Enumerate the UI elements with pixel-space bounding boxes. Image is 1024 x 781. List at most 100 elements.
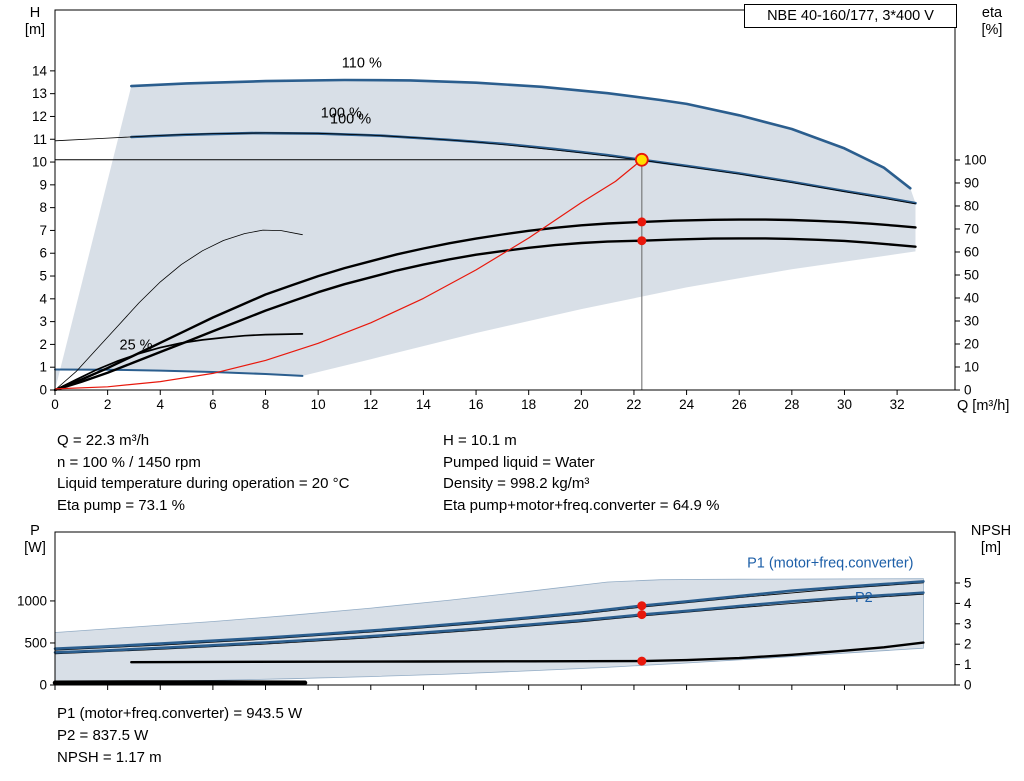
duty-info-left-column: Q = 22.3 m³/h n = 100 % / 1450 rpm Liqui… bbox=[57, 430, 349, 516]
svg-text:14: 14 bbox=[32, 63, 48, 78]
svg-text:28: 28 bbox=[784, 397, 799, 412]
power-left-axis: 0 500 1000 bbox=[17, 593, 55, 693]
npsh-axis-header: NPSH [m] bbox=[960, 523, 1022, 557]
duty-point-p1 bbox=[637, 601, 647, 611]
svg-text:8: 8 bbox=[262, 397, 270, 412]
eta-axis-header: eta [%] bbox=[964, 5, 1020, 39]
svg-text:3: 3 bbox=[964, 616, 972, 631]
eta-axis-symbol: eta bbox=[981, 5, 1003, 21]
npsh-axis-symbol: NPSH bbox=[970, 523, 1012, 539]
svg-text:18: 18 bbox=[521, 397, 536, 412]
power-npsh-chart[interactable]: 0 500 1000 0 1 2 3 4 5 P1 (motor+freq.converter) P… bbox=[0, 520, 1024, 705]
svg-text:4: 4 bbox=[964, 596, 972, 611]
svg-text:500: 500 bbox=[24, 635, 47, 650]
svg-text:5: 5 bbox=[39, 269, 47, 284]
duty-info-right-column: H = 10.1 m Pumped liquid = Water Density… bbox=[443, 430, 719, 516]
duty-point-eta-pump bbox=[637, 217, 647, 227]
svg-text:70: 70 bbox=[964, 221, 979, 236]
svg-text:7: 7 bbox=[39, 223, 47, 238]
npsh-axis-unit: [m] bbox=[980, 540, 1002, 556]
svg-text:20: 20 bbox=[574, 397, 589, 412]
curve-speed-110 bbox=[130, 78, 912, 190]
info-liquid-temperature: Liquid temperature during operation = 20… bbox=[57, 475, 350, 492]
power-x-axis bbox=[54, 685, 898, 690]
info-pumped-liquid: Pumped liquid = Water bbox=[443, 453, 595, 471]
svg-text:40: 40 bbox=[964, 290, 979, 305]
power-plot-frame bbox=[54, 531, 956, 686]
info-p1: P1 (motor+freq.converter) = 943.5 W bbox=[57, 705, 303, 722]
label-100-percent-a: 100 % bbox=[321, 106, 362, 122]
svg-text:24: 24 bbox=[679, 397, 695, 412]
curve-speed-100-thin bbox=[54, 132, 916, 205]
label-100-percent-b: 100 % bbox=[330, 111, 371, 127]
duty-point-npsh bbox=[637, 656, 647, 666]
eta-axis-unit: [%] bbox=[981, 22, 1003, 38]
duty-point-eta-total bbox=[637, 236, 647, 246]
svg-text:32: 32 bbox=[890, 397, 905, 412]
svg-text:5: 5 bbox=[964, 576, 972, 591]
svg-text:4: 4 bbox=[157, 397, 165, 412]
svg-text:12: 12 bbox=[32, 109, 47, 124]
svg-text:6: 6 bbox=[209, 397, 217, 412]
h-axis-header: H [m] bbox=[14, 5, 56, 39]
curve-speed-25-curve bbox=[54, 333, 304, 391]
info-flow: Q = 22.3 m³/h bbox=[57, 432, 150, 449]
curve-eta-pump-motor-converter bbox=[53, 237, 917, 392]
power-info-column: P1 (motor+freq.converter) = 943.5 W P2 =… bbox=[57, 703, 302, 769]
curve-eta-100-thin bbox=[54, 229, 303, 391]
qh-plot-frame bbox=[54, 9, 956, 391]
svg-text:30: 30 bbox=[964, 313, 979, 328]
svg-text:26: 26 bbox=[732, 397, 747, 412]
label-p2: P2 bbox=[855, 590, 873, 606]
info-npsh: NPSH = 1.17 m bbox=[57, 749, 162, 766]
svg-text:10: 10 bbox=[964, 359, 979, 374]
curve-p1-motor-freq-converter bbox=[53, 580, 925, 650]
qh-x-axis: 0 2 4 6 8 10 12 14 16 18 20 22 24 26 28 30 32 bbox=[51, 390, 905, 412]
operating-envelope bbox=[55, 80, 916, 390]
curve-eta-pump bbox=[53, 218, 917, 392]
info-p2: P2 = 837.5 W bbox=[57, 727, 149, 744]
svg-text:20: 20 bbox=[964, 336, 979, 351]
svg-text:13: 13 bbox=[32, 86, 47, 101]
svg-text:9: 9 bbox=[39, 177, 47, 192]
svg-text:2: 2 bbox=[964, 637, 972, 652]
q-axis-label: Q [m³/h] bbox=[957, 398, 1010, 414]
svg-text:0: 0 bbox=[39, 383, 47, 398]
info-eta-total: Eta pump+motor+freq.converter = 64.9 % bbox=[443, 496, 720, 514]
info-density: Density = 998.2 kg/m³ bbox=[443, 475, 590, 492]
curve-npsh bbox=[130, 641, 925, 664]
label-p1: P1 (motor+freq.converter) bbox=[747, 556, 913, 572]
svg-text:60: 60 bbox=[964, 244, 979, 259]
power-right-axis: 0 1 2 3 4 5 bbox=[955, 576, 972, 693]
curve-system-curve bbox=[54, 159, 643, 390]
svg-text:10: 10 bbox=[32, 155, 47, 170]
pump-model-label: NBE 40-160/177, 3*400 V bbox=[744, 4, 957, 28]
svg-text:1000: 1000 bbox=[17, 593, 47, 608]
curve-p2 bbox=[53, 591, 925, 654]
power-envelope bbox=[54, 578, 924, 684]
p-axis-unit: [W] bbox=[24, 540, 46, 556]
svg-text:0: 0 bbox=[964, 383, 972, 398]
svg-text:11: 11 bbox=[33, 132, 47, 147]
svg-text:14: 14 bbox=[416, 397, 432, 412]
svg-text:6: 6 bbox=[39, 246, 47, 261]
p-axis-header: P [W] bbox=[14, 523, 56, 557]
curve-p2-thin bbox=[54, 593, 924, 655]
svg-text:10: 10 bbox=[311, 397, 326, 412]
svg-text:80: 80 bbox=[964, 198, 979, 213]
h-axis-unit: [m] bbox=[24, 22, 46, 38]
svg-text:3: 3 bbox=[39, 314, 47, 329]
svg-text:22: 22 bbox=[626, 397, 641, 412]
info-head: H = 10.1 m bbox=[443, 432, 517, 449]
info-eta-pump: Eta pump = 73.1 % bbox=[57, 496, 185, 514]
svg-text:0: 0 bbox=[51, 397, 59, 412]
svg-text:30: 30 bbox=[837, 397, 852, 412]
qh-eta-chart[interactable]: 0123456789101112131401020304050607080901… bbox=[0, 0, 1024, 422]
svg-text:8: 8 bbox=[39, 200, 47, 215]
duty-point-qh[interactable] bbox=[634, 152, 649, 167]
svg-text:0: 0 bbox=[39, 678, 47, 693]
svg-text:2: 2 bbox=[104, 397, 112, 412]
svg-text:90: 90 bbox=[964, 175, 979, 190]
label-110-percent: 110 % bbox=[342, 55, 382, 71]
